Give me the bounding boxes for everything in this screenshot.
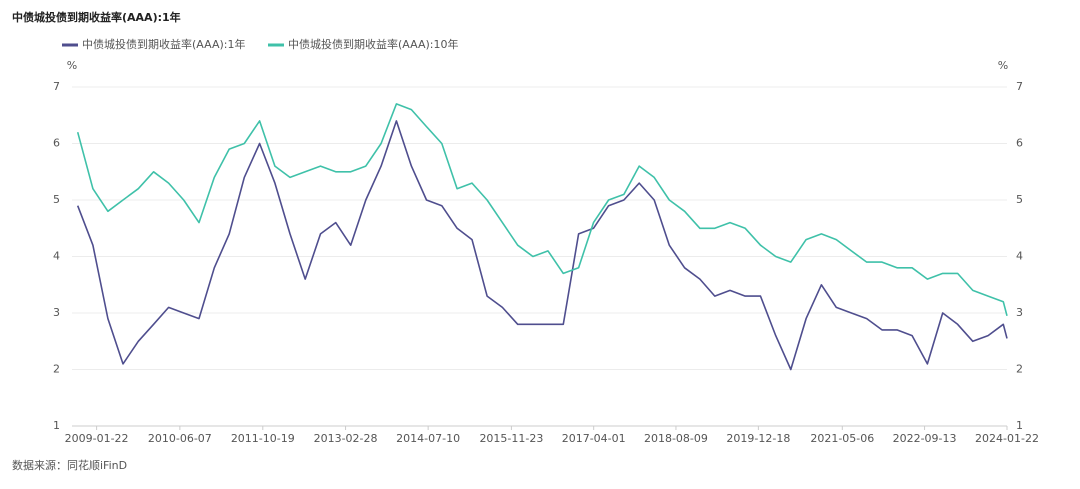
chart-title: 中债城投债到期收益率(AAA):1年: [12, 10, 181, 24]
y-tick-label: 5: [53, 193, 60, 206]
legend-label: 中债城投债到期收益率(AAA):10年: [288, 37, 458, 51]
x-tick-label: 2024-01-22: [975, 432, 1039, 445]
y2-tick-label: 1: [1016, 419, 1023, 432]
y2-tick-label: 2: [1016, 363, 1023, 376]
x-tick-label: 2017-04-01: [562, 432, 626, 445]
y2-tick-label: 4: [1016, 250, 1023, 263]
x-tick-label: 2022-09-13: [893, 432, 957, 445]
x-tick-label: 2018-08-09: [644, 432, 708, 445]
x-tick-label: 2019-12-18: [726, 432, 790, 445]
y-tick-label: 1: [53, 419, 60, 432]
legend-label: 中债城投债到期收益率(AAA):1年: [82, 37, 245, 51]
y2-unit: %: [998, 59, 1008, 72]
x-tick-label: 2021-05-06: [810, 432, 874, 445]
y2-tick-label: 7: [1016, 80, 1023, 93]
y-tick-label: 3: [53, 306, 60, 319]
x-tick-label: 2009-01-22: [65, 432, 129, 445]
x-tick-label: 2015-11-23: [479, 432, 543, 445]
x-tick-label: 2010-06-07: [148, 432, 212, 445]
series-line: [76, 103, 1008, 317]
y-tick-label: 4: [53, 250, 60, 263]
x-tick-label: 2011-10-19: [231, 432, 295, 445]
y-unit: %: [67, 59, 77, 72]
x-tick-label: 2014-07-10: [396, 432, 460, 445]
y2-tick-label: 6: [1016, 137, 1023, 150]
source: 数据来源：同花顺iFinD: [12, 458, 127, 472]
y-tick-label: 2: [53, 363, 60, 376]
series-line: [76, 120, 1008, 371]
y2-tick-label: 3: [1016, 306, 1023, 319]
y2-tick-label: 5: [1016, 193, 1023, 206]
y-tick-label: 6: [53, 137, 60, 150]
x-tick-label: 2013-02-28: [314, 432, 378, 445]
y-tick-label: 7: [53, 80, 60, 93]
